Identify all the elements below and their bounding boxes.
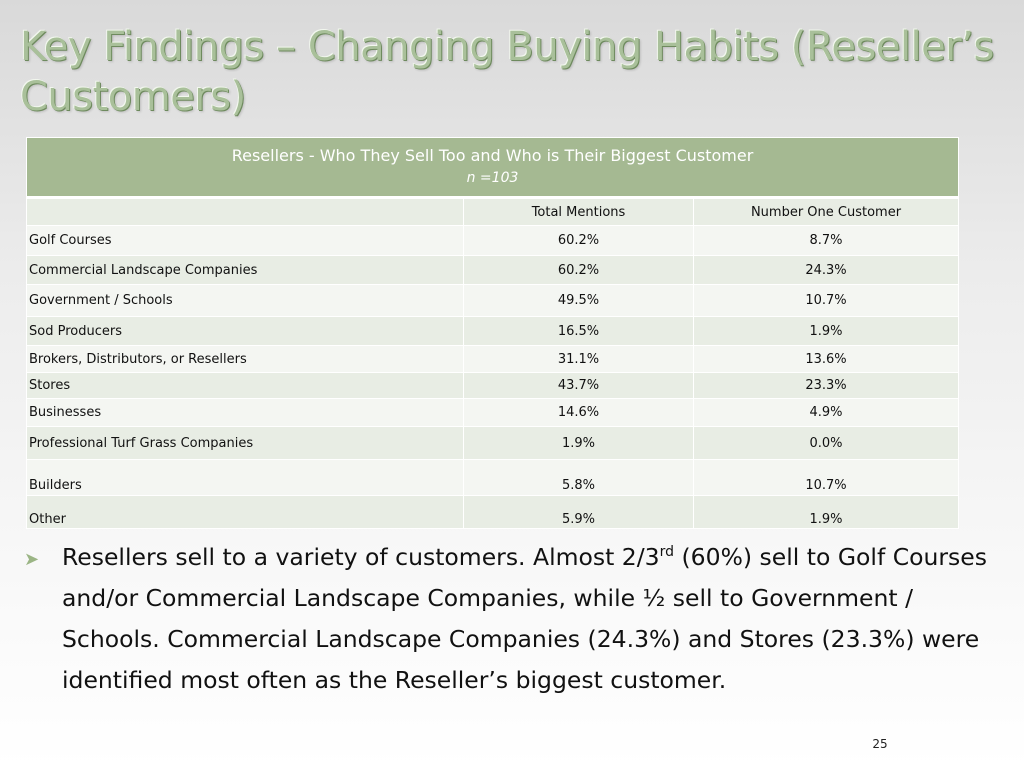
row-total-mentions: 43.7% (463, 372, 694, 399)
slide-title: Key Findings – Changing Buying Habits (R… (20, 24, 994, 120)
column-header-total-mentions: Total Mentions (463, 197, 694, 226)
row-total-mentions: 1.9% (463, 426, 694, 460)
page-number: 25 (872, 737, 888, 751)
row-total-mentions: 60.2% (463, 255, 694, 285)
row-number-one: 8.7% (692, 225, 960, 256)
bullet-item: ➤ Resellers sell to a variety of custome… (24, 537, 1009, 701)
table-row: Golf Courses 60.2% 8.7% (26, 225, 960, 256)
customer-table: Resellers - Who They Sell Too and Who is… (25, 137, 960, 529)
table-row: Builders 5.8% 10.7% (26, 459, 960, 496)
row-number-one: 23.3% (692, 372, 960, 399)
row-number-one: 10.7% (692, 284, 960, 317)
row-number-one: 4.9% (692, 398, 960, 427)
bullet-text-superscript: rd (659, 544, 675, 561)
row-label: Brokers, Distributors, or Resellers (26, 345, 464, 373)
bullet-text: Resellers sell to a variety of customers… (62, 537, 1009, 701)
row-label: Government / Schools (26, 284, 464, 317)
row-label: Builders (26, 459, 464, 496)
row-total-mentions: 14.6% (463, 398, 694, 427)
row-label: Sod Producers (26, 316, 464, 346)
table-banner-title: Resellers - Who They Sell Too and Who is… (231, 146, 754, 165)
row-number-one: 13.6% (692, 345, 960, 373)
table-row: Brokers, Distributors, or Resellers 31.1… (26, 345, 960, 373)
customer-table-container: Resellers - Who They Sell Too and Who is… (25, 137, 960, 529)
column-header-number-one: Number One Customer (692, 197, 960, 226)
row-total-mentions: 60.2% (463, 225, 694, 256)
row-total-mentions: 31.1% (463, 345, 694, 373)
arrow-bullet-icon: ➤ (24, 549, 40, 570)
row-number-one: 1.9% (692, 495, 960, 529)
row-label: Other (26, 495, 464, 529)
row-label: Commercial Landscape Companies (26, 255, 464, 285)
table-banner-sample-size: n =103 (466, 170, 519, 186)
row-number-one: 0.0% (692, 426, 960, 460)
bullet-text-part2: (60%) sell to Golf Courses and/or Commer… (62, 543, 987, 694)
row-number-one: 24.3% (692, 255, 960, 285)
row-number-one: 10.7% (692, 459, 960, 496)
row-label: Stores (26, 372, 464, 399)
bullet-text-part1: Resellers sell to a variety of customers… (62, 543, 660, 571)
row-total-mentions: 16.5% (463, 316, 694, 346)
table-banner: Resellers - Who They Sell Too and Who is… (25, 137, 960, 199)
row-label: Golf Courses (26, 225, 464, 256)
table-row: Stores 43.7% 23.3% (26, 372, 960, 399)
table-row: Commercial Landscape Companies 60.2% 24.… (26, 255, 960, 285)
column-header-label (26, 197, 464, 226)
row-label: Businesses (26, 398, 464, 427)
table-banner-row: Resellers - Who They Sell Too and Who is… (25, 137, 960, 199)
table-row: Professional Turf Grass Companies 1.9% 0… (26, 426, 960, 460)
table-row: Sod Producers 16.5% 1.9% (26, 316, 960, 346)
row-label: Professional Turf Grass Companies (26, 426, 464, 460)
row-number-one: 1.9% (692, 316, 960, 346)
row-total-mentions: 49.5% (463, 284, 694, 317)
table-row: Other 5.9% 1.9% (26, 495, 960, 529)
table-row: Government / Schools 49.5% 10.7% (26, 284, 960, 317)
table-row: Businesses 14.6% 4.9% (26, 398, 960, 427)
row-total-mentions: 5.9% (463, 495, 694, 529)
table-header-row: Total Mentions Number One Customer (26, 197, 960, 226)
bullet-list: ➤ Resellers sell to a variety of custome… (24, 537, 1009, 701)
row-total-mentions: 5.8% (463, 459, 694, 496)
